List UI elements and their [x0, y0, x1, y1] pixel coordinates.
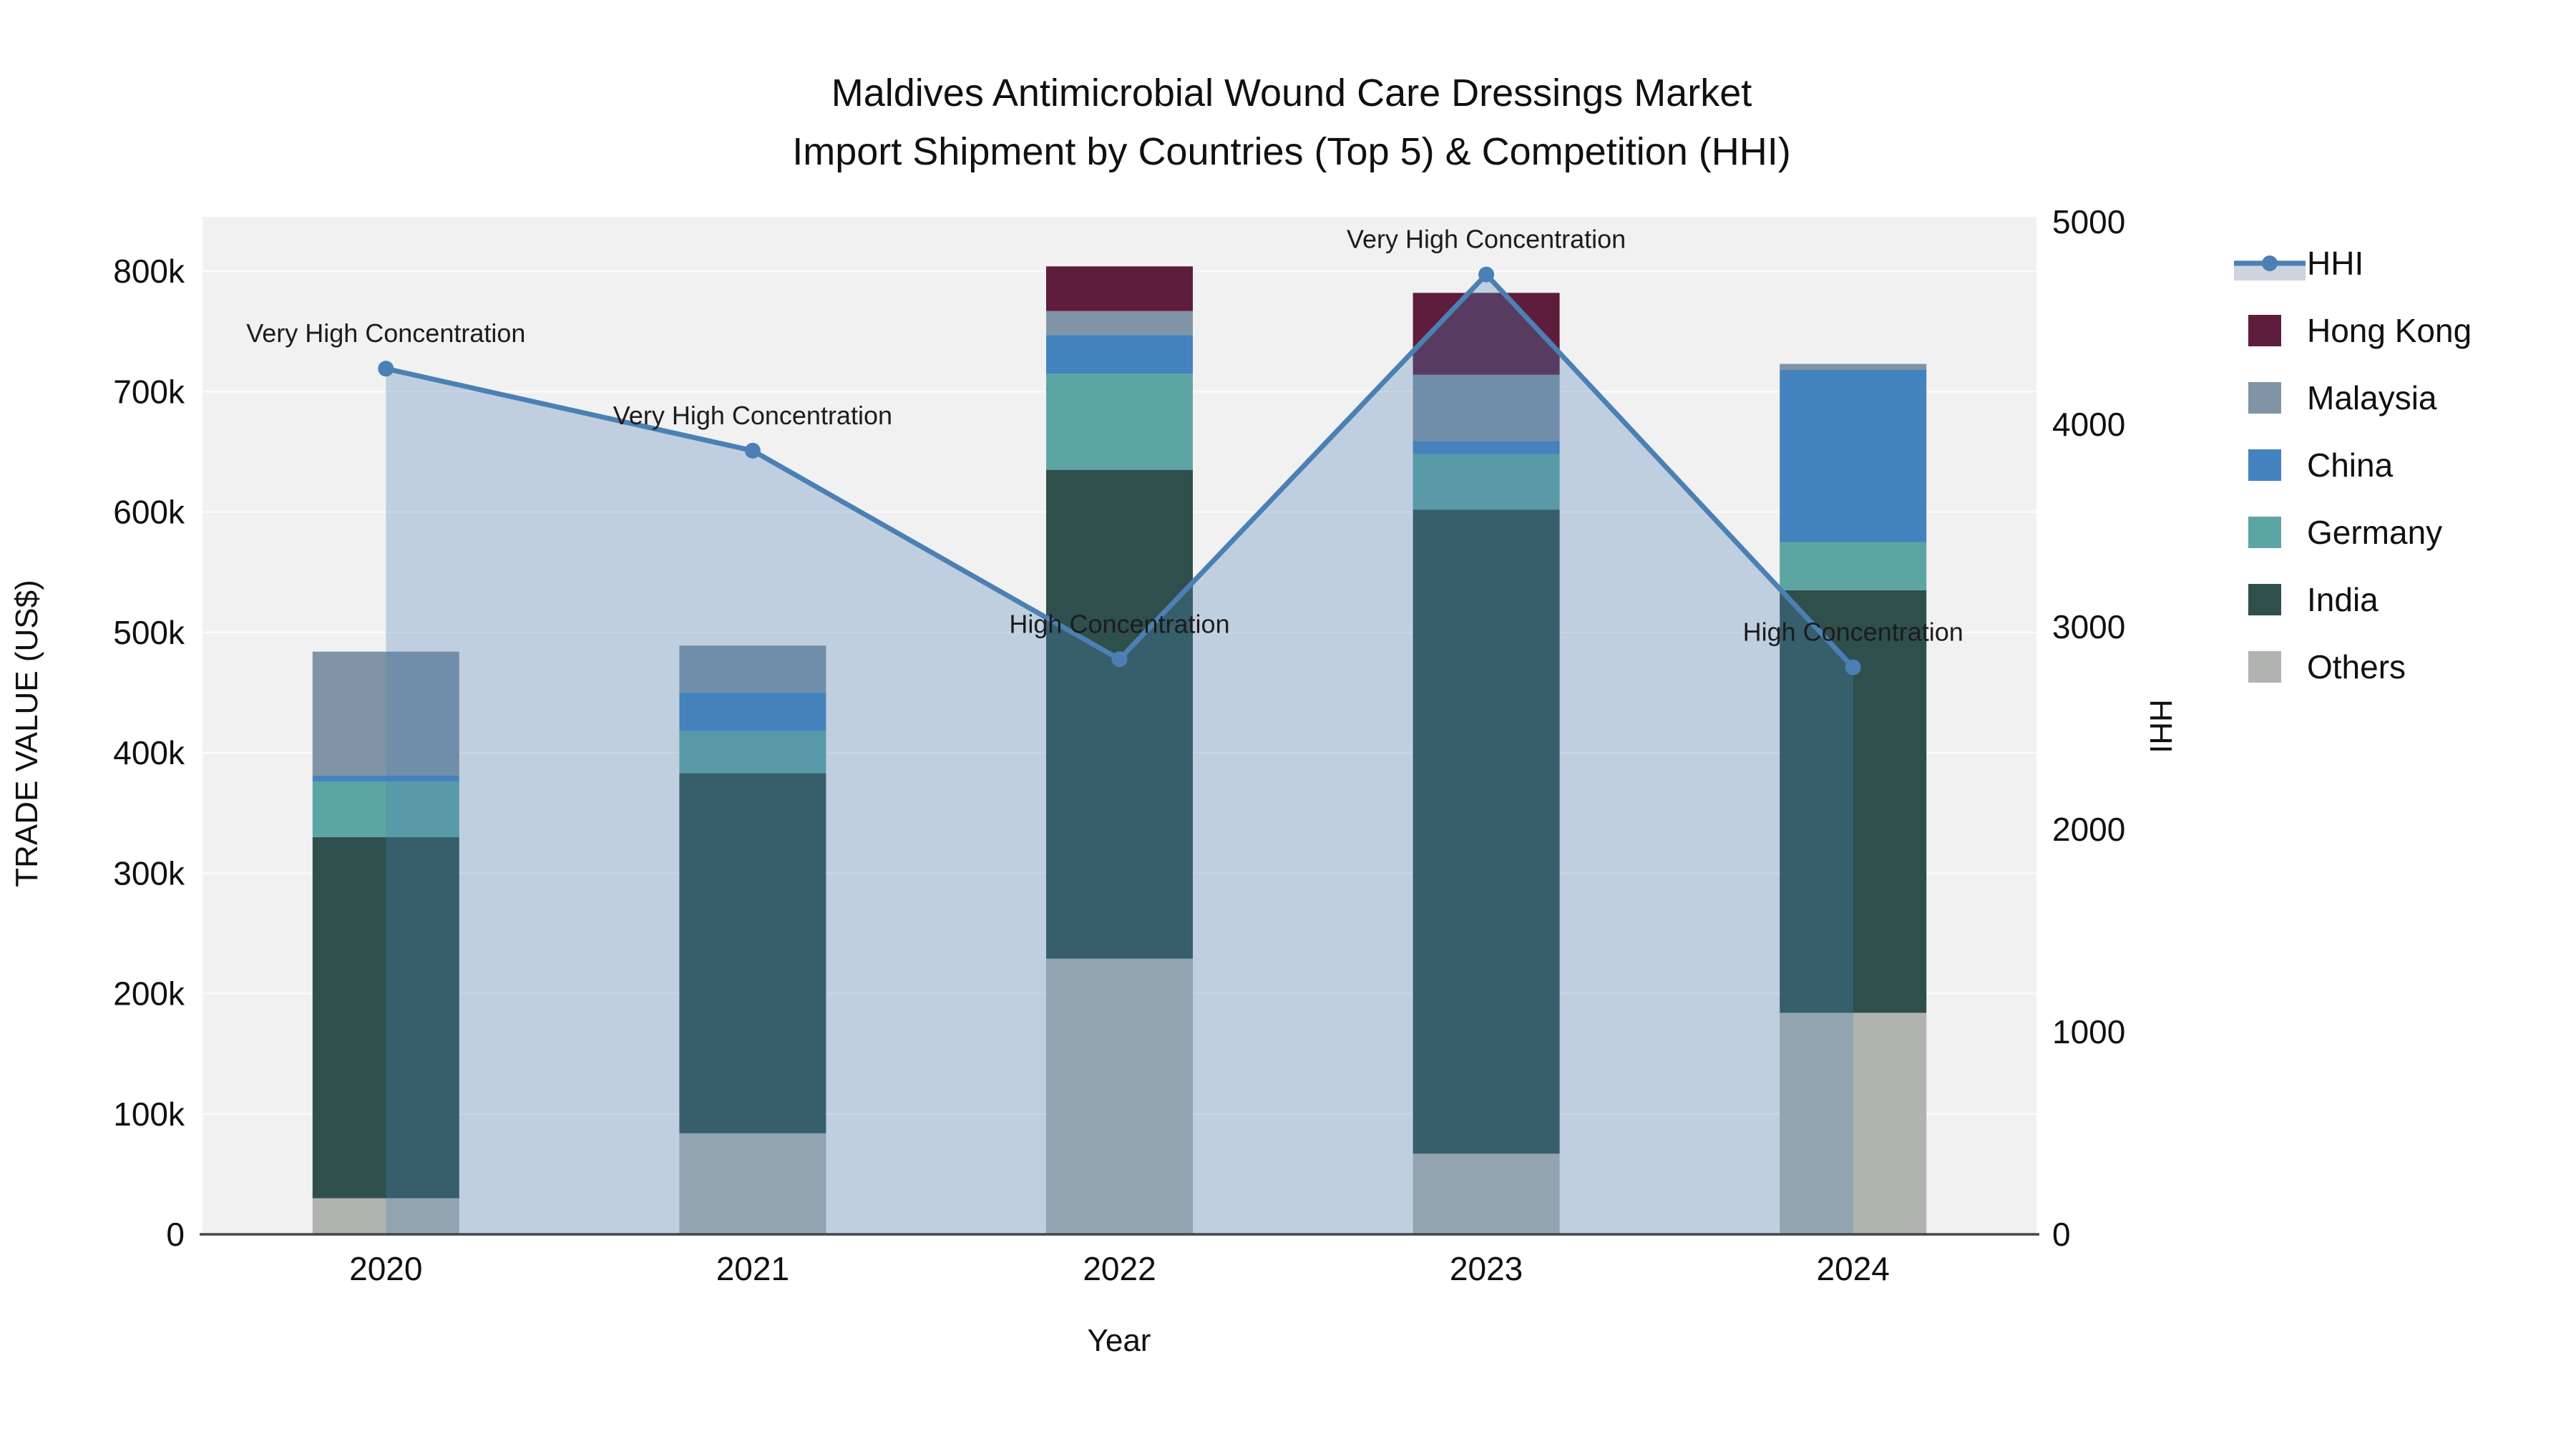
bar-group-2023: [1413, 293, 1560, 1234]
bar-segment-india-2021: [679, 773, 826, 1133]
left-tick-600k: 600k: [113, 494, 185, 531]
right-tick-4000: 4000: [2052, 406, 2125, 443]
bar-segment-germany-2021: [679, 731, 826, 774]
bar-group-2021: [679, 645, 826, 1234]
annotation-2021: Very High Concentration: [613, 401, 892, 430]
hhi-marker-2023[interactable]: [1478, 266, 1495, 283]
left-tick-800k: 800k: [113, 253, 185, 290]
hhi-marker-2021[interactable]: [744, 442, 761, 459]
x-tick-2023: 2023: [1450, 1250, 1523, 1287]
legend-swatch-others: [2248, 651, 2281, 683]
bar-segment-germany-2024: [1780, 542, 1927, 590]
legend-swatch-malaysia: [2248, 382, 2281, 414]
right-tick-2000: 2000: [2052, 811, 2125, 848]
bar-segment-others-2020: [312, 1198, 459, 1234]
left-tick-300k: 300k: [113, 854, 185, 892]
legend-label-germany: Germany: [2307, 514, 2442, 551]
left-tick-200k: 200k: [113, 975, 185, 1013]
hhi-area-fill: [386, 274, 1853, 1235]
bar-segment-germany-2022: [1046, 374, 1193, 470]
legend-label-india: India: [2307, 581, 2379, 618]
bar-segment-china-2022: [1046, 335, 1193, 374]
right-tick-0: 0: [2052, 1216, 2071, 1253]
legend-item-hhi[interactable]: HHI: [2234, 245, 2363, 282]
right-axis-title: HHI: [2143, 699, 2178, 753]
legend-label-others: Others: [2307, 648, 2406, 686]
bar-group-2022: [1046, 266, 1193, 1234]
bar-segment-india-2023: [1413, 509, 1560, 1154]
bar-segment-hong-kong-2022: [1046, 266, 1193, 311]
bar-segment-germany-2020: [312, 781, 459, 837]
legend-swatch-hong-kong: [2248, 315, 2281, 346]
legend-label-hong-kong: Hong Kong: [2307, 312, 2472, 349]
legend-label-china: China: [2307, 447, 2394, 484]
bar-segment-others-2021: [679, 1133, 826, 1234]
legend: HHI Hong Kong Malaysia China Germany India Oth…: [2234, 245, 2472, 686]
chart-dynamic-layer: Very High Concentration Very High Concent…: [113, 203, 2472, 1287]
bar-segment-malaysia-2020: [312, 651, 459, 776]
annotation-2020: Very High Concentration: [246, 318, 525, 348]
annotation-2024: High Concentration: [1743, 618, 1963, 647]
x-tick-2022: 2022: [1083, 1250, 1156, 1287]
x-tick-2024: 2024: [1817, 1250, 1890, 1287]
legend-swatch-china: [2248, 449, 2281, 481]
legend-item-germany[interactable]: Germany: [2248, 514, 2442, 551]
bar-segment-others-2023: [1413, 1153, 1560, 1234]
legend-label-malaysia: Malaysia: [2307, 379, 2437, 416]
left-tick-500k: 500k: [113, 614, 185, 651]
legend-swatch-india: [2248, 584, 2281, 615]
bar-segment-india-2020: [312, 836, 459, 1199]
legend-label-hhi: HHI: [2307, 245, 2363, 282]
hhi-marker-2022[interactable]: [1111, 651, 1128, 668]
hhi-marker-2024[interactable]: [1845, 659, 1861, 675]
chart-title-line2: Import Shipment by Countries (Top 5) & C…: [792, 130, 1791, 173]
x-tick-2020: 2020: [349, 1250, 422, 1287]
right-tick-1000: 1000: [2052, 1013, 2125, 1050]
legend-item-india[interactable]: India: [2248, 581, 2379, 618]
bar-group-2020: [312, 651, 459, 1234]
bar-segment-malaysia-2023: [1413, 374, 1560, 441]
right-tick-3000: 3000: [2052, 608, 2125, 645]
bar-segment-malaysia-2024: [1780, 364, 1927, 370]
annotation-2023: Very High Concentration: [1347, 225, 1626, 254]
left-axis-title: TRADE VALUE (US$): [9, 580, 44, 887]
bar-segment-others-2022: [1046, 958, 1193, 1234]
legend-item-hong-kong[interactable]: Hong Kong: [2248, 312, 2472, 349]
left-tick-400k: 400k: [113, 734, 185, 771]
hhi-marker-2020[interactable]: [378, 361, 394, 377]
legend-hhi-marker-icon: [2262, 255, 2278, 271]
x-axis-title: Year: [1088, 1323, 1151, 1358]
legend-item-china[interactable]: China: [2248, 447, 2394, 484]
chart-title-line1: Maldives Antimicrobial Wound Care Dressi…: [831, 72, 1752, 114]
bar-segment-malaysia-2021: [679, 645, 826, 693]
bar-segment-china-2021: [679, 692, 826, 731]
bar-segment-hong-kong-2023: [1413, 293, 1560, 375]
left-tick-100k: 100k: [113, 1096, 185, 1133]
annotation-2022: High Concentration: [1009, 609, 1229, 638]
right-tick-5000: 5000: [2052, 203, 2125, 240]
legend-swatch-germany: [2248, 517, 2281, 548]
bar-segment-malaysia-2022: [1046, 311, 1193, 336]
bar-segment-india-2022: [1046, 469, 1193, 959]
legend-item-others[interactable]: Others: [2248, 648, 2406, 686]
bar-segment-china-2023: [1413, 441, 1560, 454]
bar-segment-germany-2023: [1413, 454, 1560, 510]
bar-segment-china-2020: [312, 775, 459, 782]
bar-segment-others-2024: [1780, 1013, 1927, 1234]
bar-segment-china-2024: [1780, 369, 1927, 542]
x-tick-2021: 2021: [716, 1250, 789, 1287]
left-tick-0: 0: [166, 1216, 185, 1253]
left-tick-700k: 700k: [113, 373, 185, 410]
legend-item-malaysia[interactable]: Malaysia: [2248, 379, 2437, 416]
